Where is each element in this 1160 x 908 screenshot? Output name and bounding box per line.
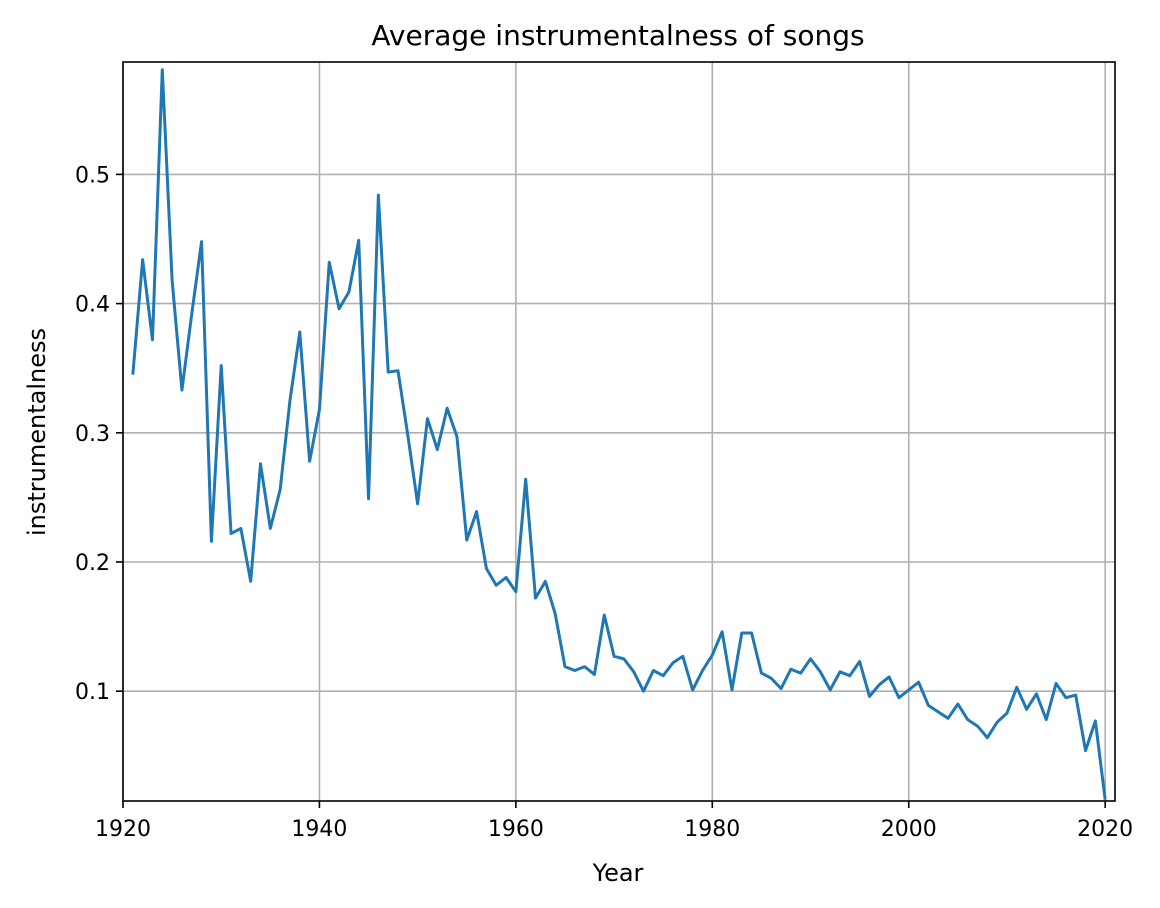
x-tick-label: 1980 (684, 817, 740, 842)
y-axis-label: instrumentalness (23, 328, 51, 536)
x-tick-label: 1960 (488, 817, 544, 842)
x-tick-label: 1940 (291, 817, 347, 842)
y-tick-label: 0.5 (75, 163, 110, 188)
y-tick-label: 0.3 (75, 422, 110, 447)
y-tick-label: 0.2 (75, 551, 110, 576)
y-tick-label: 0.4 (75, 293, 110, 318)
x-tick-label: 1920 (95, 817, 151, 842)
y-tick-label: 0.1 (75, 680, 110, 705)
plot-frame (122, 61, 1116, 802)
x-tick-label: 2000 (881, 817, 937, 842)
chart-title: Average instrumentalness of songs (371, 19, 864, 52)
x-tick-label: 2020 (1077, 817, 1133, 842)
series-line (131, 68, 1107, 800)
x-axis-label: Year (592, 859, 644, 887)
axis-ticks: 1920 1940 1960 1980 2000 2020 0.1 0.2 0.3 0.4 0.5 (75, 163, 1133, 842)
grid (122, 62, 1115, 801)
